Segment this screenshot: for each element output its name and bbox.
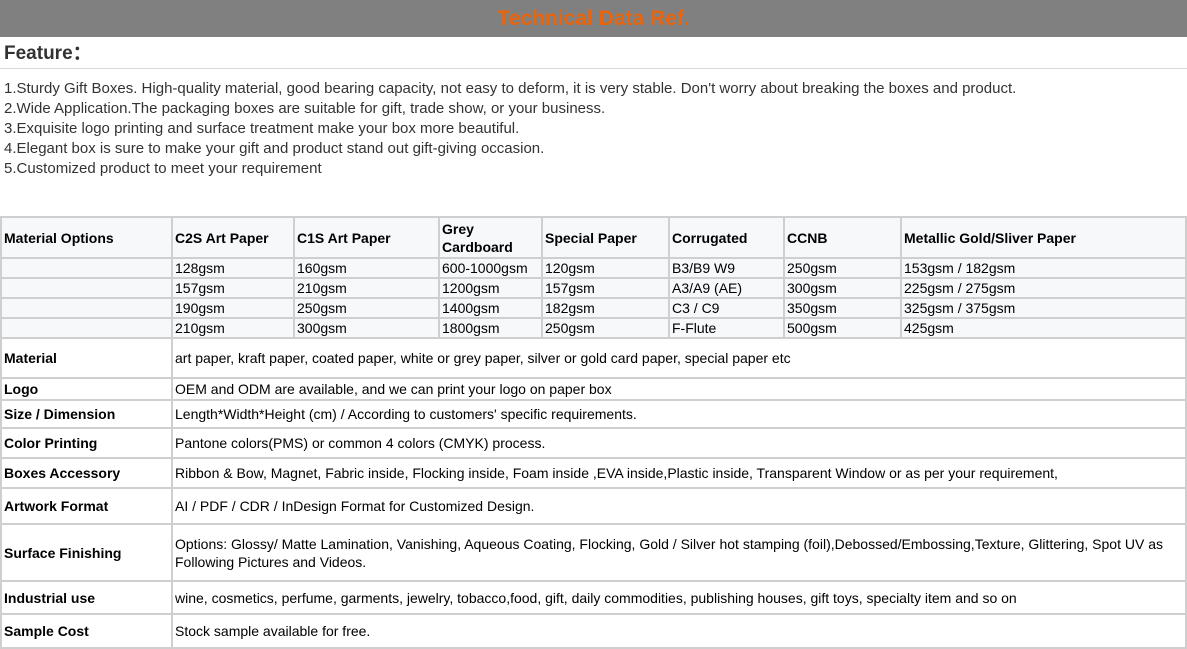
options-cell: 250gsm [783,257,902,279]
column-header: C2S Art Paper [171,216,295,259]
options-cell: 600-1000gsm [438,257,543,279]
options-cell: 210gsm [171,317,295,339]
spec-value: Length*Width*Height (cm) / According to … [171,399,1187,429]
column-header: Metallic Gold/Sliver Paper [900,216,1187,259]
spec-value: wine, cosmetics, perfume, garments, jewe… [171,580,1187,615]
options-cell: 225gsm / 275gsm [900,277,1187,299]
feature-item: 4.Elegant box is sure to make your gift … [4,140,545,157]
options-row: 190gsm 250gsm 1400gsm 182gsm C3 / C9 350gsm 32… [0,297,1187,319]
spec-value: OEM and ODM are available, and we can pr… [171,377,1187,401]
options-cell: 160gsm [293,257,440,279]
options-cell [0,317,173,339]
spec-table: Material Options C2S Art Paper C1S Art Pap… [0,216,1187,649]
feature-item: 2.Wide Application.The packaging boxes a… [4,100,606,117]
spec-label: Sample Cost [0,613,173,649]
options-cell: 1800gsm [438,317,543,339]
options-cell: 120gsm [541,257,670,279]
options-cell: 500gsm [783,317,902,339]
options-cell: 350gsm [783,297,902,319]
spec-value: Ribbon & Bow, Magnet, Fabric inside, Flo… [171,457,1187,489]
spec-label: Surface Finishing [0,523,173,582]
spec-label: Logo [0,377,173,401]
options-cell: 1200gsm [438,277,543,299]
column-header: Special Paper [541,216,670,259]
spec-row: Surface Finishing Options: Glossy/ Matte … [0,523,1187,582]
spec-row: Material art paper, kraft paper, coated p… [0,337,1187,379]
spec-value: art paper, kraft paper, coated paper, wh… [171,337,1187,379]
column-header: Grey Cardboard [438,216,543,259]
feature-list: 1.Sturdy Gift Boxes. High-quality materi… [0,69,1187,216]
options-row: 210gsm 300gsm 1800gsm 250gsm F-Flute 500gsm 42… [0,317,1187,339]
spec-label: Size / Dimension [0,399,173,429]
spec-row: Artwork Format AI / PDF / CDR / InDesign … [0,487,1187,525]
options-cell: 300gsm [783,277,902,299]
options-cell [0,257,173,279]
options-cell [0,297,173,319]
column-header: C1S Art Paper [293,216,440,259]
options-cell: C3 / C9 [668,297,785,319]
options-cell: 182gsm [541,297,670,319]
feature-item: 5.Customized product to meet your requir… [4,160,322,177]
spec-label: Boxes Accessory [0,457,173,489]
spec-row: Boxes Accessory Ribbon & Bow, Magnet, Fab… [0,457,1187,489]
options-cell [0,277,173,299]
spec-row: Sample Cost Stock sample available for fr… [0,613,1187,649]
options-cell: 1400gsm [438,297,543,319]
spec-row: Logo OEM and ODM are available, and we ca… [0,377,1187,401]
options-cell: 300gsm [293,317,440,339]
spec-value: Pantone colors(PMS) or common 4 colors (… [171,427,1187,459]
options-cell: 325gsm / 375gsm [900,297,1187,319]
spec-label: Artwork Format [0,487,173,525]
spec-label: Industrial use [0,580,173,615]
options-cell: 250gsm [541,317,670,339]
spec-row: Color Printing Pantone colors(PMS) or com… [0,427,1187,459]
spec-row: Industrial use wine, cosmetics, perfume, … [0,580,1187,615]
options-cell: 157gsm [171,277,295,299]
title-banner: Technical Data Ref. [0,0,1187,37]
column-header: CCNB [783,216,902,259]
options-cell: 250gsm [293,297,440,319]
feature-heading: Feature： [0,37,1187,69]
feature-item: 1.Sturdy Gift Boxes. High-quality materi… [4,80,1017,97]
options-cell: 425gsm [900,317,1187,339]
spec-label: Color Printing [0,427,173,459]
options-cell: B3/B9 W9 [668,257,785,279]
options-row: 128gsm 160gsm 600-1000gsm 120gsm B3/B9 W9 250… [0,257,1187,279]
options-header-row: Material Options C2S Art Paper C1S Art Pap… [0,216,1187,259]
spec-value: Stock sample available for free. [171,613,1187,649]
options-cell: F-Flute [668,317,785,339]
options-cell: A3/A9 (AE) [668,277,785,299]
spec-row: Size / Dimension Length*Width*Height (cm)… [0,399,1187,429]
options-cell: 190gsm [171,297,295,319]
column-header: Material Options [0,216,173,259]
column-header: Corrugated [668,216,785,259]
feature-item: 3.Exquisite logo printing and surface tr… [4,120,520,137]
spec-value: Options: Glossy/ Matte Lamination, Vanis… [171,523,1187,582]
options-cell: 153gsm / 182gsm [900,257,1187,279]
options-cell: 157gsm [541,277,670,299]
options-cell: 210gsm [293,277,440,299]
spec-label: Material [0,337,173,379]
options-cell: 128gsm [171,257,295,279]
spec-value: AI / PDF / CDR / InDesign Format for Cus… [171,487,1187,525]
options-row: 157gsm 210gsm 1200gsm 157gsm A3/A9 (AE) 300gs… [0,277,1187,299]
